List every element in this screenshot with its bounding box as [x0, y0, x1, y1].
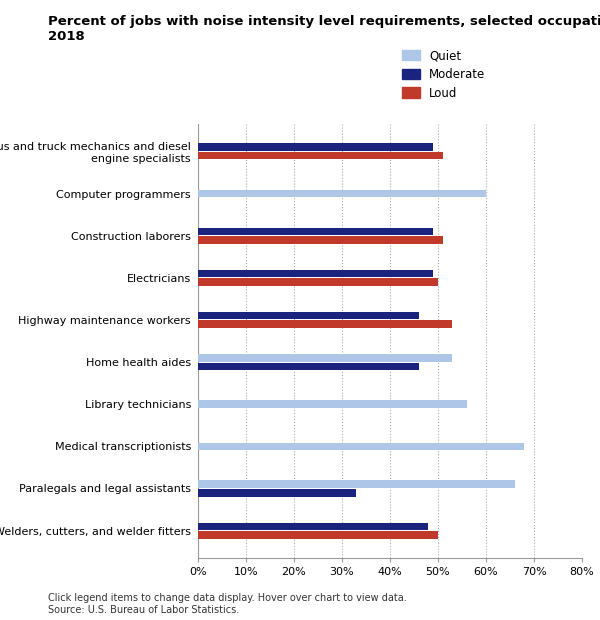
- Bar: [198, 401, 467, 408]
- Bar: [198, 363, 419, 370]
- Text: Click legend items to change data display. Hover over chart to view data.
Source: Click legend items to change data displa…: [48, 593, 407, 615]
- Bar: [198, 152, 443, 159]
- Bar: [198, 443, 524, 450]
- Bar: [198, 312, 419, 319]
- Bar: [198, 321, 452, 328]
- Bar: [198, 531, 438, 539]
- Bar: [198, 523, 428, 530]
- Bar: [198, 489, 356, 497]
- Bar: [198, 190, 486, 197]
- Bar: [198, 228, 433, 235]
- Legend: Quiet, Moderate, Loud: Quiet, Moderate, Loud: [396, 43, 491, 106]
- Bar: [198, 143, 433, 151]
- Text: Percent of jobs with noise intensity level requirements, selected occupations,
2: Percent of jobs with noise intensity lev…: [48, 16, 600, 43]
- Bar: [198, 354, 452, 361]
- Bar: [198, 480, 515, 488]
- Bar: [198, 270, 433, 277]
- Bar: [198, 236, 443, 244]
- Bar: [198, 278, 438, 286]
